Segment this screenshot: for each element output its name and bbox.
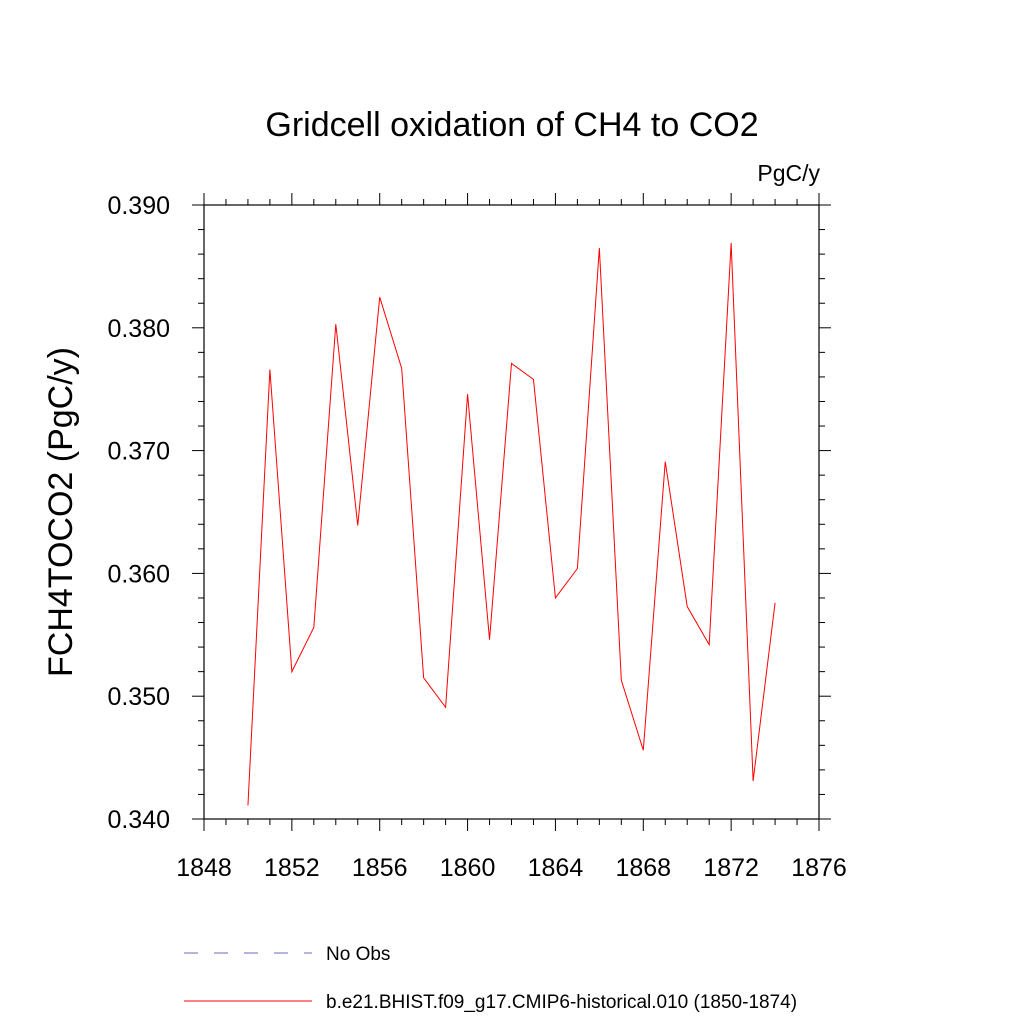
y-tick-label: 0.390 [107,192,170,220]
y-tick-label: 0.340 [107,806,170,834]
x-tick-label: 1872 [703,854,759,882]
x-tick-labels: 1848 1852 1856 1860 1864 1868 1872 1876 [176,854,847,882]
x-tick-label: 1864 [528,854,584,882]
y-tick-label: 0.380 [107,315,170,343]
legend: No Obs b.e21.BHIST.f09_g17.CMIP6-histori… [184,944,797,1013]
series-line-1 [247,243,776,806]
axis-ticks [192,193,831,831]
y-tick-label: 0.360 [107,560,170,588]
y-tick-label: 0.370 [107,438,170,466]
y-axis-label: FCH4TOCO2 (PgC/y) [42,347,80,677]
legend-label-historical: b.e21.BHIST.f09_g17.CMIP6-historical.010… [326,992,797,1013]
plot-border [203,204,820,820]
x-tick-label: 1848 [176,854,232,882]
series-layer [247,243,776,806]
x-tick-label: 1852 [264,854,320,882]
x-tick-label: 1860 [440,854,496,882]
x-tick-label: 1876 [791,854,847,882]
chart-title: Gridcell oxidation of CH4 to CO2 [265,106,758,144]
x-tick-label: 1868 [615,854,671,882]
y-tick-labels: 0.340 0.350 0.360 0.370 0.380 0.390 [107,192,170,834]
plot-frame [203,204,820,820]
legend-label-no-obs: No Obs [326,944,390,965]
x-tick-label: 1856 [352,854,408,882]
y-tick-label: 0.350 [107,683,170,711]
units-label: PgC/y [757,160,820,186]
